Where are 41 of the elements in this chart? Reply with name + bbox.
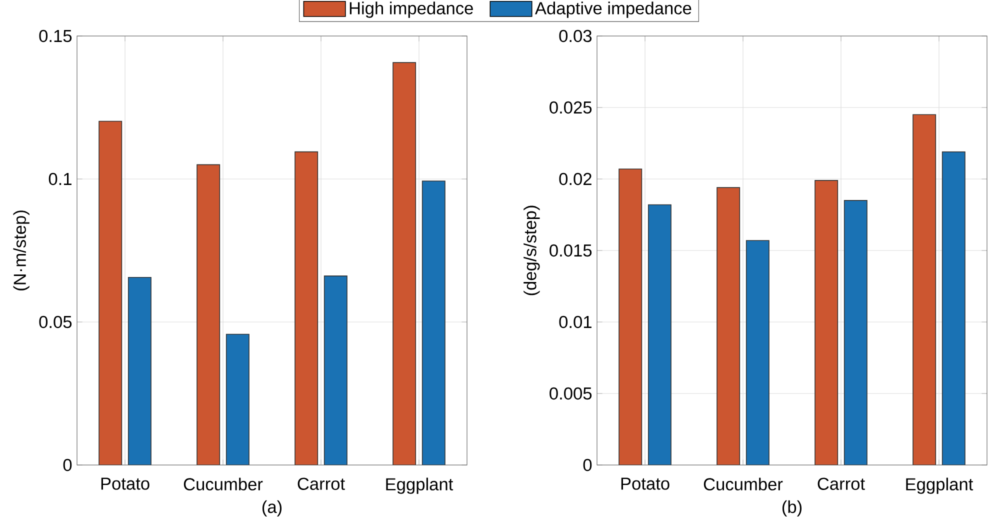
legend-label: Adaptive impedance: [534, 2, 692, 18]
bar: [716, 187, 740, 465]
x-tick-label: Cucumber: [184, 478, 263, 490]
bar: [844, 200, 868, 465]
y-tick-label: 0.01: [559, 316, 592, 328]
y-tick-label: 0: [583, 458, 592, 472]
x-tick-label: Carrot: [298, 478, 345, 490]
bar: [98, 120, 122, 465]
x-tick-label: Cucumber: [704, 478, 783, 490]
y-axis-title: (N·m/step): [13, 210, 30, 290]
x-tick-label: Eggplant: [906, 478, 974, 494]
y-axis-title: (deg/s/step): [524, 206, 540, 296]
bar: [226, 334, 250, 465]
bar: [618, 168, 642, 465]
bar: [814, 180, 838, 465]
bar: [392, 62, 416, 465]
y-tick-label: 0.05: [39, 316, 72, 328]
legend-label: High impedance: [350, 2, 473, 18]
y-tick-label: 0.15: [39, 30, 72, 42]
x-tick-label: Potato: [621, 478, 670, 490]
y-tick-label: 0.02: [559, 172, 592, 186]
y-tick-label: 0.1: [48, 172, 72, 186]
x-tick-label: Eggplant: [386, 478, 454, 494]
bar: [196, 164, 220, 465]
x-axis-title: (a): [262, 500, 282, 516]
y-tick-label: 0: [63, 458, 72, 472]
bar: [912, 114, 936, 465]
x-tick-label: Carrot: [818, 478, 865, 490]
bar: [294, 151, 318, 465]
bar: [422, 180, 446, 465]
bar: [128, 276, 152, 465]
y-tick-label: 0.005: [550, 387, 592, 400]
x-tick-label: Potato: [101, 478, 150, 490]
bar: [324, 276, 348, 465]
y-tick-label: 0.015: [550, 244, 592, 257]
bar: [648, 204, 672, 465]
bar: [746, 240, 770, 465]
y-tick-label: 0.025: [550, 101, 592, 114]
bar: [942, 151, 966, 465]
x-axis-title: (b): [782, 500, 802, 516]
y-tick-label: 0.03: [559, 30, 592, 42]
